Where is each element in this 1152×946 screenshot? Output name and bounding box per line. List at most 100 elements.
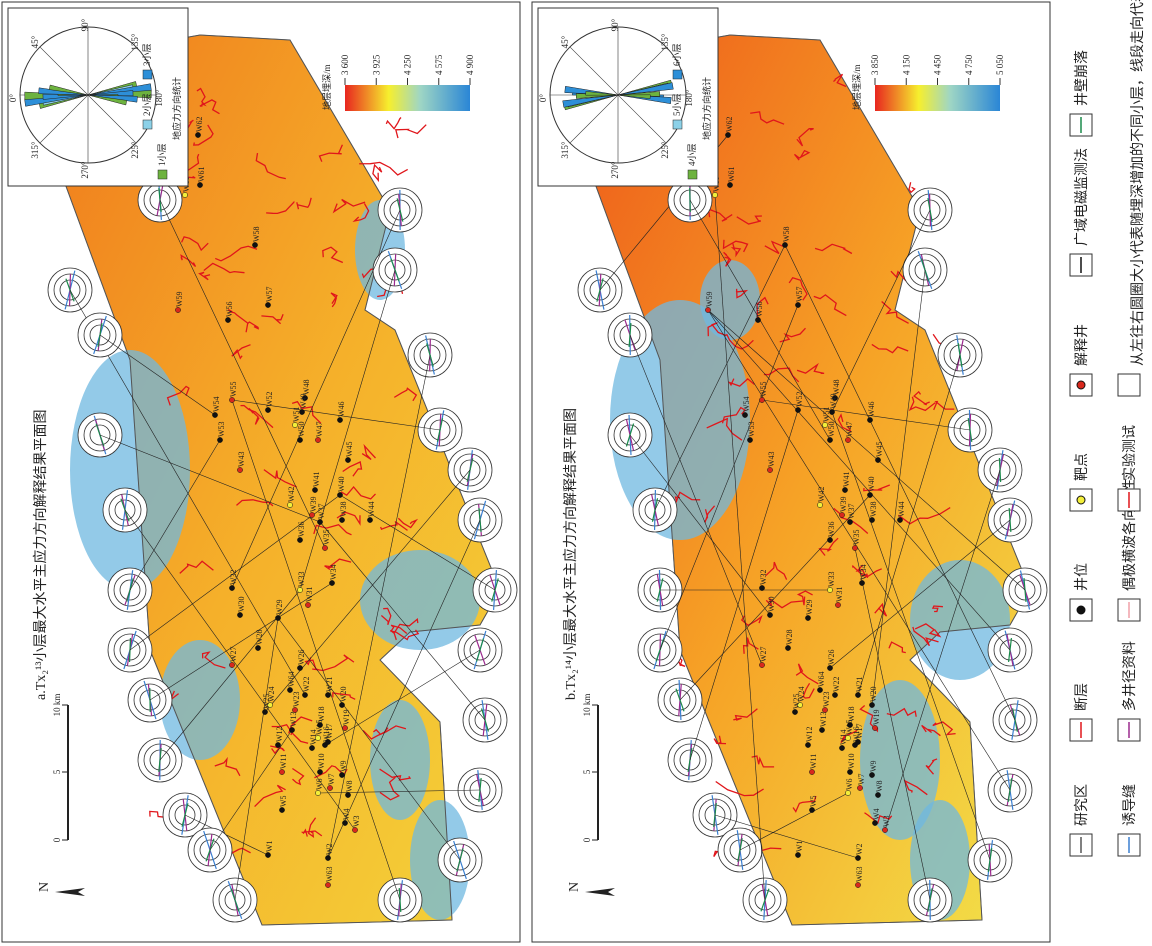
- leader: [659, 304, 799, 651]
- legend-label: 靶点: [1074, 453, 1090, 481]
- well: [827, 587, 833, 593]
- well: [312, 487, 318, 493]
- well: [175, 307, 181, 313]
- fault: [735, 288, 749, 299]
- rose-angle: 45°: [560, 35, 570, 48]
- leader: [829, 519, 1011, 669]
- layer-label: 4小层: [687, 143, 697, 166]
- well-label: W1: [795, 840, 804, 852]
- well-label: W61: [197, 166, 206, 182]
- well: [767, 612, 773, 618]
- fault: [730, 243, 742, 258]
- fault: [255, 152, 286, 180]
- well: [845, 735, 851, 741]
- fault: [342, 461, 363, 477]
- well: [225, 317, 231, 323]
- well-label: W57: [795, 286, 804, 302]
- well: [855, 882, 861, 888]
- fault: [721, 406, 746, 424]
- well-label: W53: [747, 421, 756, 437]
- well: [309, 745, 315, 751]
- fault: [359, 161, 409, 176]
- well: [327, 785, 333, 791]
- legend-symbol: [1076, 495, 1086, 505]
- fault: [727, 378, 755, 387]
- rose-angle: 90°: [610, 18, 620, 31]
- fault: [198, 271, 211, 281]
- well-label: W7: [857, 773, 866, 785]
- well: [897, 517, 903, 523]
- leader: [831, 209, 931, 413]
- well-label: W42: [287, 486, 296, 502]
- fault: [796, 362, 825, 375]
- fault: [372, 163, 383, 183]
- fault: [931, 605, 943, 613]
- depth-zone: [910, 560, 1010, 680]
- layer-swatch: [687, 169, 698, 180]
- well: [845, 437, 851, 443]
- layer-swatch: [157, 169, 168, 180]
- fault: [324, 558, 352, 571]
- fault: [914, 623, 942, 638]
- well: [302, 692, 308, 698]
- well: [297, 437, 303, 443]
- fault: [814, 243, 853, 255]
- well: [317, 769, 323, 775]
- leader: [871, 269, 926, 706]
- well-label: W55: [229, 381, 238, 397]
- rose-petal: [617, 82, 674, 96]
- well-label: W23: [292, 691, 301, 707]
- fault: [266, 200, 295, 215]
- well-label: W17: [855, 723, 864, 739]
- fault: [742, 637, 759, 654]
- well: [367, 517, 373, 523]
- legend-label: 多井径资料: [1121, 641, 1138, 711]
- well-label: W25: [792, 693, 801, 709]
- fault: [707, 322, 727, 337]
- well-label: W33: [297, 571, 306, 587]
- fault: [925, 758, 938, 775]
- well-label: W31: [835, 586, 844, 602]
- fault: [733, 708, 758, 721]
- rose-angle: 180°: [684, 89, 694, 107]
- fault: [704, 505, 716, 524]
- well: [265, 407, 271, 413]
- well-label: W10: [847, 753, 856, 769]
- well-label: W50: [297, 421, 306, 437]
- legend-label: 井壁崩落: [1074, 50, 1090, 106]
- fault: [201, 651, 226, 669]
- legend-symbol: [1076, 605, 1086, 615]
- depth-title: 地层埋深/m: [851, 64, 862, 110]
- depth-tick-label: 4 575: [434, 54, 444, 75]
- well-label: W28: [255, 629, 264, 645]
- well-label: W13: [819, 711, 828, 727]
- rose-petal: [562, 94, 619, 108]
- well-label: W53: [217, 421, 226, 437]
- well: [345, 792, 351, 798]
- well: [817, 687, 823, 693]
- rose-petal: [617, 94, 651, 99]
- leader: [629, 434, 771, 616]
- well: [342, 820, 348, 826]
- leader: [231, 399, 441, 431]
- well-label: W24: [267, 686, 276, 702]
- leader: [69, 289, 306, 696]
- well: [859, 580, 865, 586]
- north-label: N: [567, 882, 582, 892]
- leader: [707, 309, 1011, 791]
- well-label: W21: [325, 676, 334, 692]
- fault: [932, 721, 956, 736]
- well-label: W40: [337, 476, 346, 492]
- well-label: W32: [759, 569, 768, 585]
- fault: [332, 198, 366, 214]
- fault: [336, 511, 361, 526]
- well-label: W2: [855, 843, 864, 855]
- well: [292, 422, 298, 428]
- well: [809, 769, 815, 775]
- leader: [99, 434, 321, 523]
- depth-tick-label: 4 900: [465, 54, 475, 75]
- layer-swatch: [672, 119, 683, 130]
- rose-angle: 225°: [130, 141, 140, 159]
- fault: [340, 485, 376, 500]
